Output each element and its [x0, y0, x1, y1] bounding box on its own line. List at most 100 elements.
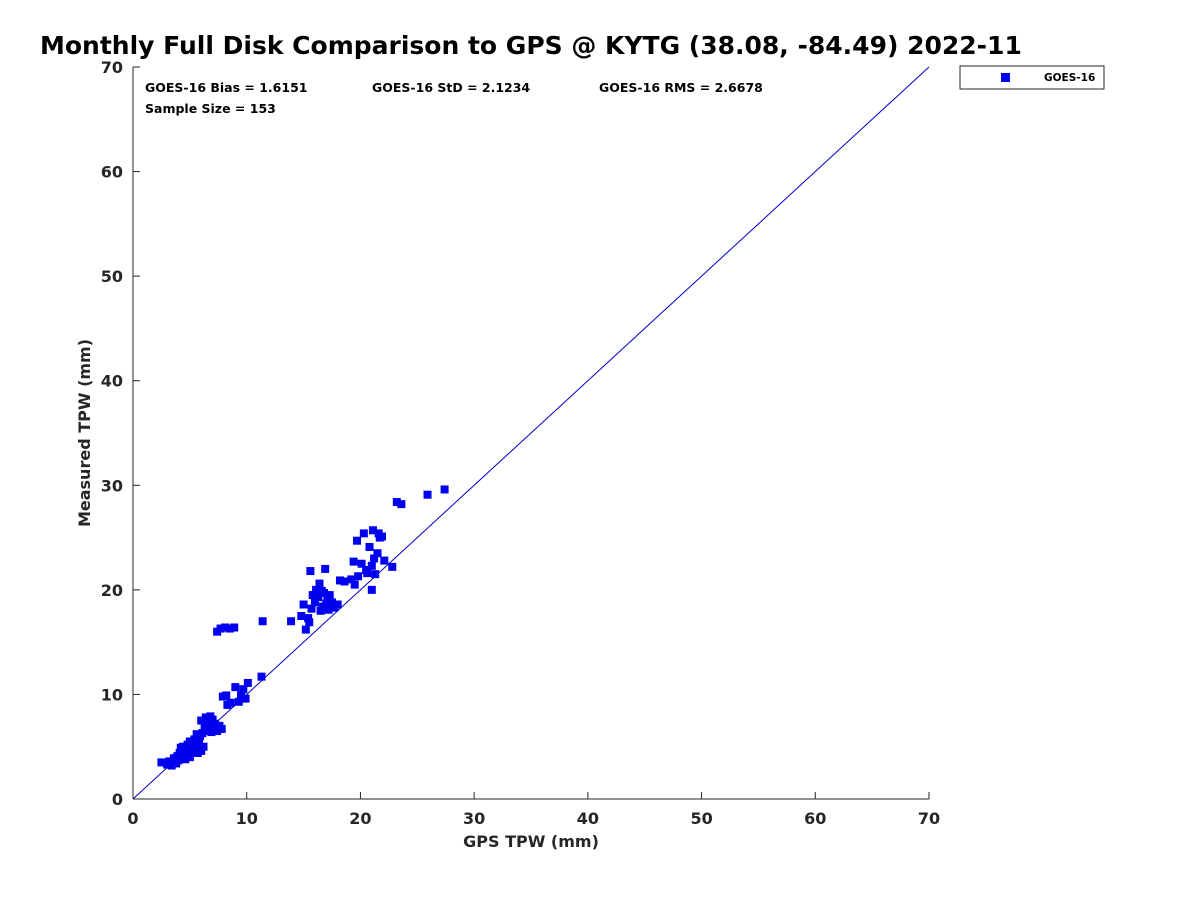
data-point [350, 580, 359, 589]
data-point [316, 606, 325, 615]
data-point [359, 529, 368, 538]
std-annotation: GOES-16 StD = 2.1234 [372, 80, 530, 95]
data-point [371, 570, 380, 579]
data-point [335, 576, 344, 585]
x-tick-label: 0 [127, 809, 138, 828]
legend: GOES-16 [959, 65, 1105, 90]
data-point [307, 604, 316, 613]
data-point [304, 614, 313, 623]
data-point [157, 758, 166, 767]
data-point [325, 591, 334, 600]
y-tick-label: 0 [112, 790, 123, 809]
data-point [363, 569, 372, 578]
y-tick-label: 60 [101, 163, 123, 182]
data-point [315, 579, 324, 588]
x-tick-label: 30 [463, 809, 485, 828]
data-point [239, 685, 248, 694]
data-point [367, 561, 376, 570]
data-point [301, 625, 310, 634]
data-point [397, 500, 406, 509]
data-point [165, 757, 174, 766]
data-point [208, 715, 217, 724]
data-point [367, 585, 376, 594]
data-point [322, 599, 331, 608]
data-point [234, 697, 243, 706]
data-point [299, 600, 308, 609]
data-point [357, 559, 366, 568]
data-point [222, 691, 231, 700]
data-point [257, 672, 266, 681]
data-point [347, 575, 356, 584]
y-axis-label: Measured TPW (mm) [75, 339, 94, 527]
data-point [306, 567, 315, 576]
data-point [204, 718, 213, 727]
data-point [308, 591, 317, 600]
data-point [378, 532, 387, 541]
y-tick-label: 30 [101, 476, 123, 495]
data-point [185, 737, 194, 746]
data-point [370, 554, 379, 563]
data-point [440, 485, 449, 494]
data-point [231, 683, 240, 692]
data-point [314, 593, 323, 602]
x-tick-label: 70 [918, 809, 940, 828]
data-point [305, 618, 314, 627]
plot-frame [132, 67, 929, 800]
data-point [217, 724, 226, 733]
data-point [368, 526, 377, 535]
rms-annotation: GOES-16 RMS = 2.6678 [599, 80, 763, 95]
data-point [197, 746, 206, 755]
data-point [199, 742, 208, 751]
y-tick-label: 70 [101, 58, 123, 77]
data-point [328, 598, 336, 607]
y-tick-label: 20 [101, 581, 123, 600]
x-tick-label: 40 [577, 809, 599, 828]
data-point [226, 698, 235, 707]
data-point [365, 542, 374, 551]
data-point [216, 624, 225, 633]
data-point [340, 577, 349, 586]
x-tick-label: 60 [804, 809, 826, 828]
bias-annotation: GOES-16 Bias = 1.6151 [145, 80, 307, 95]
data-point [194, 738, 203, 747]
x-axis-ticks: 0 10 20 30 40 50 60 70 [127, 792, 940, 828]
data-point [213, 727, 222, 736]
data-point [221, 623, 230, 632]
data-point [181, 755, 190, 764]
data-point [353, 536, 362, 545]
y-tick-label: 50 [101, 267, 123, 286]
data-point [243, 678, 252, 687]
data-point [354, 572, 363, 581]
x-tick-label: 50 [690, 809, 712, 828]
data-point [423, 490, 432, 499]
x-tick-label: 10 [236, 809, 258, 828]
legend-box [959, 65, 1105, 90]
data-point [202, 727, 211, 736]
data-point [392, 498, 401, 507]
data-point [321, 564, 330, 573]
data-point [310, 598, 319, 607]
data-point [333, 600, 342, 609]
data-point [373, 549, 382, 558]
data-point [207, 728, 216, 737]
y-axis-ticks: 0 10 20 30 40 50 60 70 [101, 58, 140, 809]
data-point [258, 617, 267, 626]
data-point [312, 585, 321, 594]
data-point [237, 690, 246, 699]
y-tick-label: 10 [101, 685, 123, 704]
data-point [241, 694, 250, 703]
one-to-one-line [132, 66, 930, 800]
data-point [388, 562, 397, 571]
y-tick-label: 40 [101, 372, 123, 391]
data-point [230, 623, 239, 632]
data-point [189, 748, 198, 757]
sample-size-annotation: Sample Size = 153 [145, 101, 276, 116]
data-point [287, 617, 296, 626]
data-point [182, 745, 191, 754]
series-goes16-points [157, 485, 449, 770]
data-point [380, 556, 389, 565]
x-axis-label: GPS TPW (mm) [463, 832, 599, 851]
data-point [210, 719, 219, 728]
x-tick-label: 20 [349, 809, 371, 828]
